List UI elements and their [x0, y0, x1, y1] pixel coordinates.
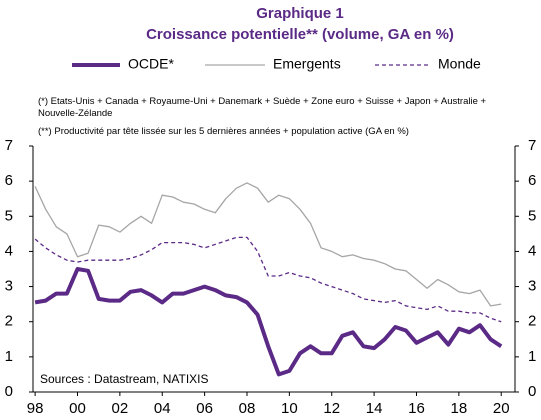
y2-tick-label: 4: [528, 242, 536, 259]
legend-label: OCDE*: [128, 56, 174, 72]
chart-subtitle: Croissance potentielle** (volume, GA en …: [146, 26, 454, 43]
x-tick-label: 12: [323, 400, 340, 417]
x-tick-label: 08: [239, 400, 256, 417]
series-line: [34, 267, 503, 377]
y-tick-label: 6: [5, 172, 13, 189]
series-line: [34, 236, 502, 323]
x-tick-label: 16: [408, 400, 425, 417]
x-tick-label: 04: [154, 400, 171, 417]
x-tick-label: 20: [493, 400, 510, 417]
y2-tick-label: 3: [528, 278, 536, 295]
y-tick-label: 3: [5, 278, 13, 295]
y2-tick-label: 1: [528, 348, 536, 365]
y-tick-label: 1: [5, 348, 13, 365]
note: (*) Etats-Unis + Canada + Royaume-Uni + …: [38, 96, 487, 119]
legend-label: Monde: [438, 56, 481, 72]
y-tick-label: 2: [5, 313, 13, 330]
y-tick-label: 0: [5, 383, 13, 400]
y2-tick-label: 7: [528, 137, 536, 154]
y-tick-label: 5: [5, 207, 13, 224]
y2-tick-label: 5: [528, 207, 536, 224]
note: (**) Productivité par tête lissée sur le…: [38, 126, 409, 137]
y-tick-label: 4: [5, 242, 13, 259]
legend-label: Emergents: [273, 56, 341, 72]
series-line: [34, 182, 502, 307]
x-tick-label: 18: [451, 400, 468, 417]
y2-tick-label: 6: [528, 172, 536, 189]
x-tick-label: 00: [69, 400, 86, 417]
y2-tick-label: 2: [528, 313, 536, 330]
x-tick-label: 10: [281, 400, 298, 417]
x-tick-label: 14: [366, 400, 383, 417]
x-tick-label: 98: [27, 400, 44, 417]
source: Sources : Datastream, NATIXIS: [40, 372, 209, 386]
x-tick-label: 06: [196, 400, 213, 417]
y-tick-label: 7: [5, 137, 13, 154]
chart-title: Graphique 1: [256, 5, 344, 22]
x-tick-label: 02: [112, 400, 129, 417]
y2-tick-label: 0: [528, 383, 536, 400]
